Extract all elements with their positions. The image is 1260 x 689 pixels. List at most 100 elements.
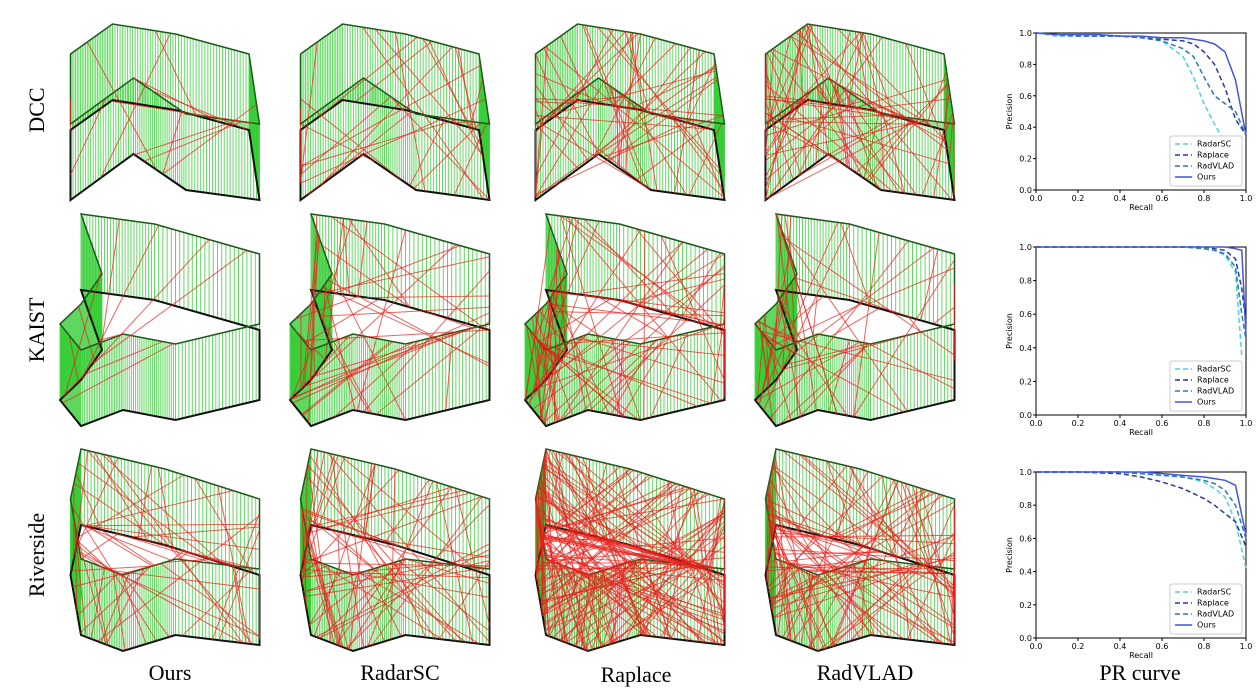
legend-label: Raplace xyxy=(1197,151,1229,160)
false-match xyxy=(348,218,411,308)
trajectory xyxy=(69,23,261,126)
false-match xyxy=(768,537,773,558)
false-match xyxy=(308,570,342,626)
false-match xyxy=(600,338,665,413)
false-match xyxy=(853,232,880,417)
false-match xyxy=(544,565,702,631)
false-match xyxy=(871,501,955,550)
false-match xyxy=(779,343,869,426)
false-match xyxy=(436,482,474,644)
false-match xyxy=(194,478,253,573)
false-match xyxy=(542,456,545,538)
false-match xyxy=(638,535,725,636)
false-match xyxy=(562,452,657,554)
false-match xyxy=(640,253,725,307)
y-tick-label: 0.8 xyxy=(1019,277,1032,286)
x-tick-label: 0.4 xyxy=(1114,642,1127,651)
pr-line xyxy=(1036,246,1247,337)
false-match xyxy=(539,554,715,569)
false-match xyxy=(795,32,948,150)
false-match xyxy=(409,117,446,186)
false-match xyxy=(309,214,318,381)
column-label: Ours xyxy=(149,660,192,685)
false-match xyxy=(552,294,610,415)
false-match xyxy=(635,228,725,336)
false-match xyxy=(795,465,847,531)
pr-line xyxy=(1035,32,1226,144)
x-axis-label: Recall xyxy=(1129,203,1153,212)
false-match xyxy=(80,524,172,561)
false-match xyxy=(541,291,555,385)
false-match xyxy=(70,98,107,176)
false-match xyxy=(537,486,688,641)
false-match xyxy=(81,224,160,380)
false-match xyxy=(544,548,725,618)
false-match xyxy=(667,480,684,562)
false-match xyxy=(559,512,725,641)
false-match xyxy=(907,535,955,640)
x-tick-label: 0.2 xyxy=(1072,642,1085,651)
legend-label: Ours xyxy=(1197,398,1216,407)
false-match xyxy=(313,300,315,376)
false-match xyxy=(323,283,326,327)
legend-box xyxy=(1169,360,1243,412)
false-match xyxy=(535,496,725,579)
false-match xyxy=(912,485,952,645)
false-match xyxy=(834,82,848,168)
false-match xyxy=(87,526,153,567)
false-match xyxy=(837,28,947,142)
x-tick-label: 0.8 xyxy=(1198,642,1211,651)
false-match xyxy=(780,560,955,643)
false-match xyxy=(767,118,920,199)
trajectory-panels xyxy=(58,23,956,653)
false-match xyxy=(933,306,955,325)
false-match xyxy=(313,326,477,377)
false-match xyxy=(758,319,774,422)
false-match xyxy=(780,114,890,120)
false-match xyxy=(538,33,639,128)
false-match xyxy=(775,213,838,414)
false-match xyxy=(78,306,95,361)
false-match xyxy=(462,560,490,568)
false-match xyxy=(765,103,794,189)
false-match xyxy=(62,343,174,404)
x-tick-label: 0.6 xyxy=(1156,194,1169,203)
false-match xyxy=(300,119,458,167)
y-tick-label: 0.8 xyxy=(1019,501,1032,510)
false-match xyxy=(74,525,78,612)
false-match xyxy=(866,267,955,306)
false-match xyxy=(528,329,549,378)
false-match xyxy=(543,466,621,536)
false-match xyxy=(768,296,824,343)
y-tick-label: 1.0 xyxy=(1019,29,1032,38)
pr-line xyxy=(1036,246,1243,357)
pr-line xyxy=(1036,471,1247,536)
false-match xyxy=(303,329,490,342)
false-match xyxy=(398,560,490,632)
false-match xyxy=(438,560,490,640)
pr-chart: 0.0 0.2 0.4 0.6 0.8 1.0 0.0 0.2 0.4 0.6 0.8 1.0 Reca… xyxy=(1005,243,1252,437)
false-match xyxy=(394,32,426,192)
false-match xyxy=(157,467,174,548)
false-match xyxy=(773,458,792,641)
y-axis-label: Precision xyxy=(1005,537,1014,573)
false-match xyxy=(883,553,887,561)
false-match xyxy=(97,515,260,642)
false-match xyxy=(693,565,725,612)
false-match xyxy=(319,559,404,639)
false-match xyxy=(849,532,955,642)
false-match xyxy=(302,510,407,550)
false-match xyxy=(770,50,882,191)
false-match xyxy=(542,538,681,565)
false-match xyxy=(635,122,714,181)
false-match xyxy=(777,114,950,165)
false-match xyxy=(767,476,771,590)
false-match xyxy=(342,218,350,296)
false-match xyxy=(541,344,627,418)
false-match xyxy=(362,26,485,200)
y-tick-label: 0.6 xyxy=(1019,310,1032,319)
false-match xyxy=(301,568,356,575)
false-match xyxy=(540,529,725,635)
false-match xyxy=(84,523,260,527)
false-match xyxy=(572,217,704,325)
